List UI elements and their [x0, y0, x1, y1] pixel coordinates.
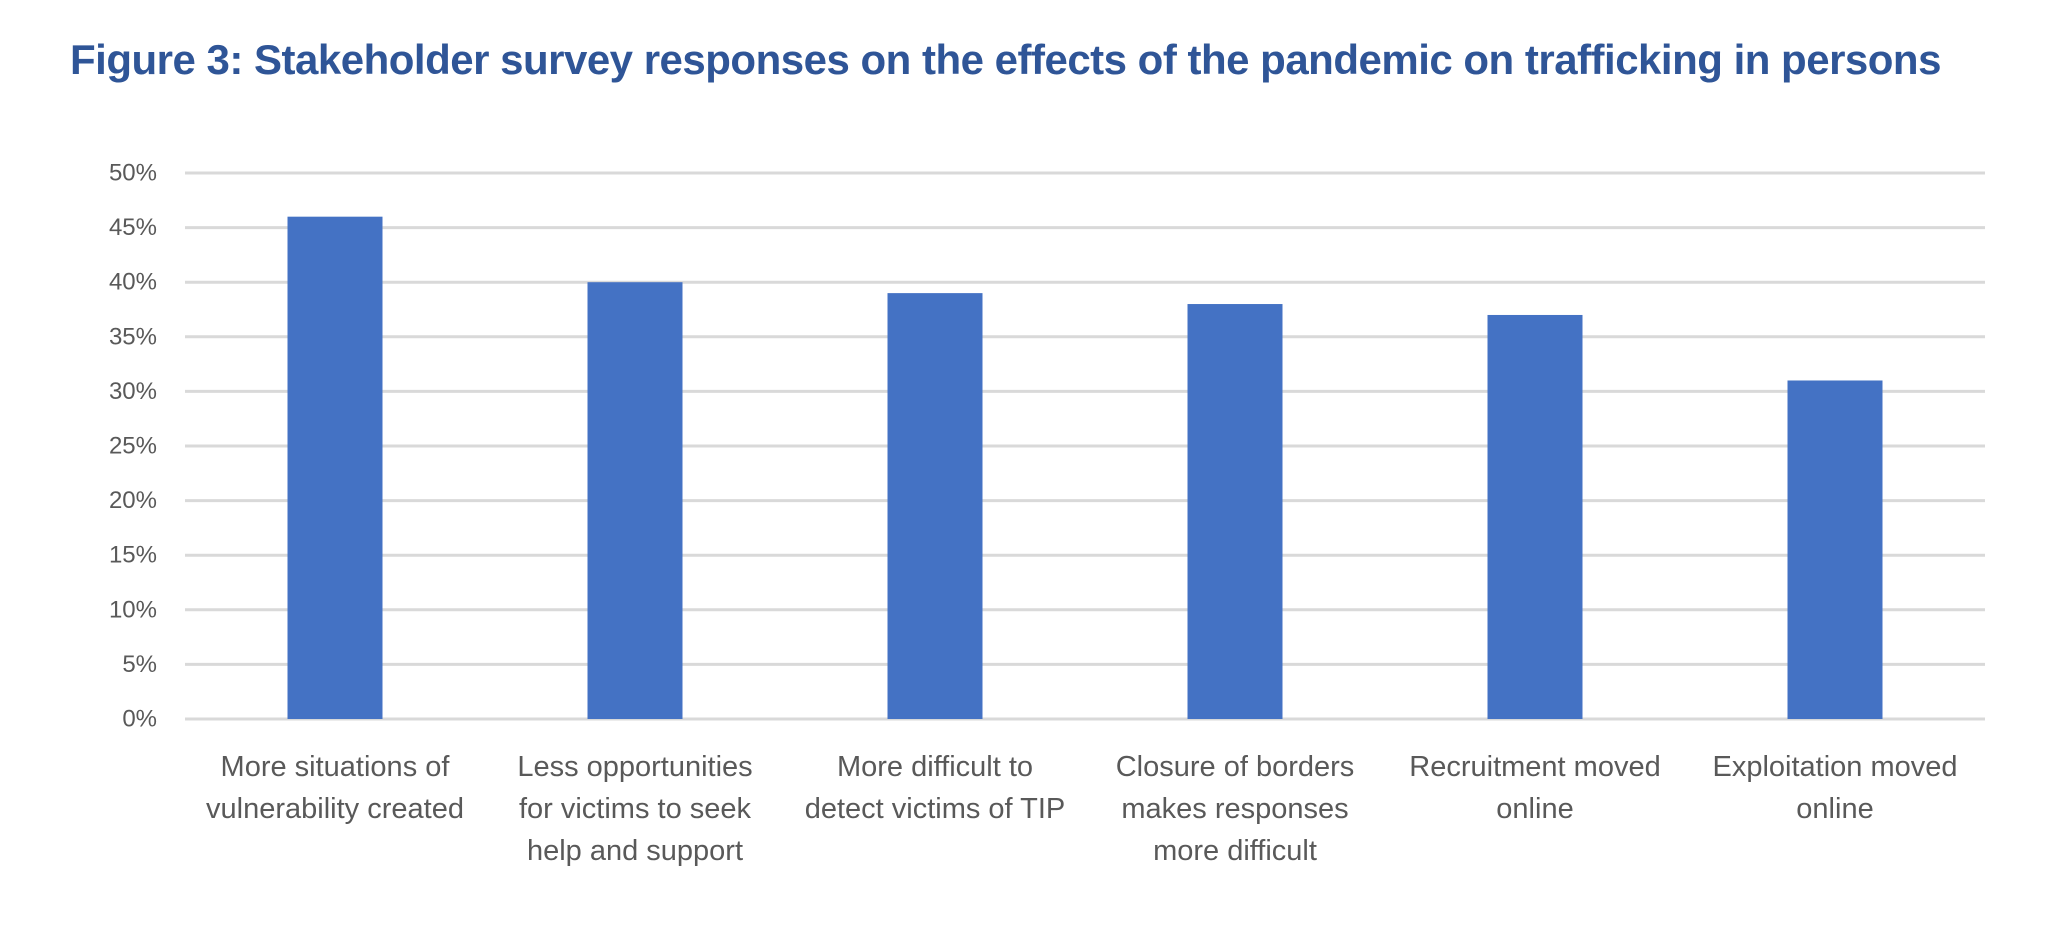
category-label-2: Less opportunities for victims to seek hel…: [517, 751, 752, 867]
y-tick-label: 10%: [109, 596, 157, 623]
category-label-line: More situations of: [221, 751, 451, 783]
bars: [287, 216, 1883, 719]
bar-2: [587, 282, 683, 719]
category-label-line: Recruitment moved: [1409, 751, 1660, 783]
y-tick-label: 50%: [109, 160, 157, 187]
chart-title: Figure 3: Stakeholder survey responses o…: [70, 36, 1941, 83]
category-label-line: help and support: [527, 835, 743, 867]
category-label-line: More difficult to: [837, 751, 1033, 783]
bar-3: [887, 293, 983, 719]
bar-6: [1787, 380, 1883, 719]
y-tick-label: 30%: [109, 378, 157, 405]
category-label-line: more difficult: [1153, 835, 1317, 867]
y-tick-label: 25%: [109, 433, 157, 460]
category-label-5: Recruitment moved online: [1409, 751, 1660, 825]
y-tick-label: 45%: [109, 214, 157, 241]
bar-1: [287, 216, 383, 719]
category-label-1: More situations of vulnerability created: [206, 751, 464, 825]
category-label-6: Exploitation moved online: [1712, 751, 1957, 825]
bar-5: [1487, 314, 1583, 719]
y-tick-label: 40%: [109, 269, 157, 296]
category-label-line: makes responses: [1121, 793, 1348, 825]
category-label-line: vulnerability created: [206, 793, 464, 825]
category-label-line: for victims to seek: [519, 793, 752, 825]
category-label-line: Exploitation moved: [1712, 751, 1957, 783]
y-axis-ticks: 0% 5% 10% 15% 20% 25% 30% 35% 40% 45% 50%: [109, 160, 157, 733]
bar-4: [1187, 304, 1283, 719]
x-axis-categories: More situations of vulnerability created L…: [206, 751, 1957, 867]
category-label-line: Closure of borders: [1116, 751, 1355, 783]
category-label-line: detect victims of TIP: [805, 793, 1066, 825]
category-label-line: online: [1496, 793, 1573, 825]
category-label-line: Less opportunities: [517, 751, 752, 783]
y-tick-label: 35%: [109, 323, 157, 350]
y-tick-label: 0%: [122, 706, 157, 733]
category-label-3: More difficult to detect victims of TIP: [805, 751, 1066, 825]
y-tick-label: 5%: [122, 651, 157, 678]
category-label-line: online: [1796, 793, 1873, 825]
gridlines: [185, 171, 1985, 721]
category-label-4: Closure of borders makes responses more di…: [1116, 751, 1355, 867]
y-tick-label: 20%: [109, 487, 157, 514]
y-tick-label: 15%: [109, 542, 157, 569]
